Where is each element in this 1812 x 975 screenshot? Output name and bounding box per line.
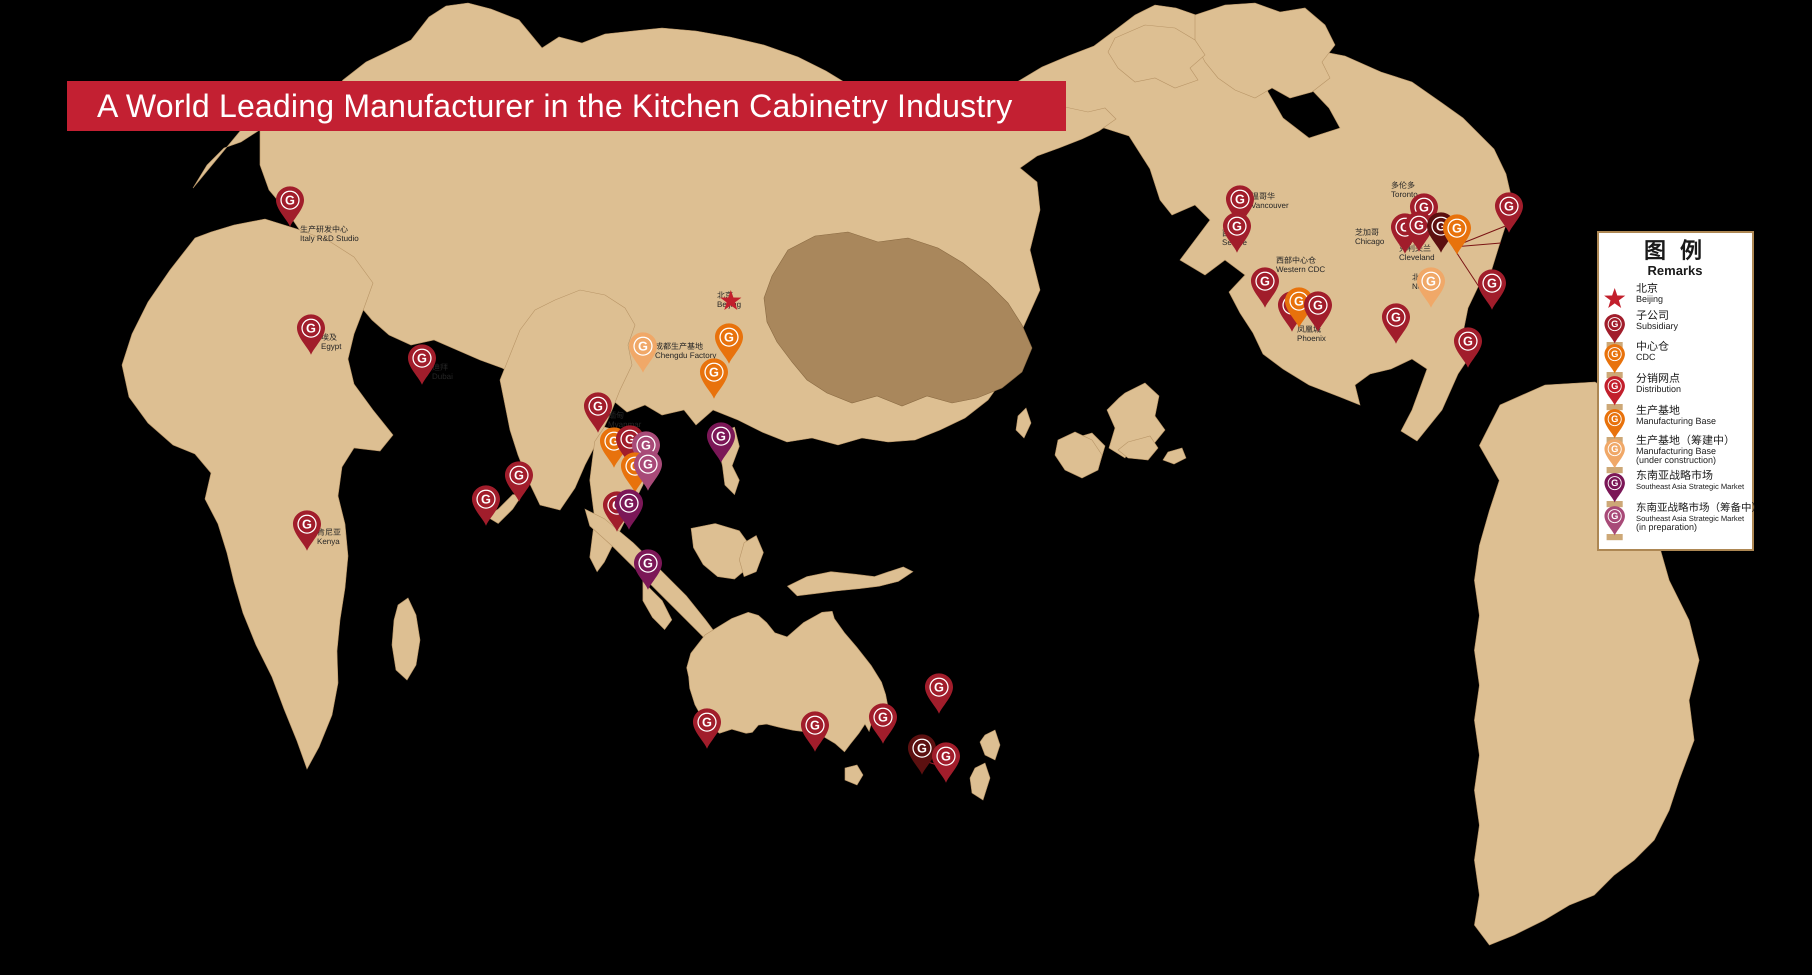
svg-text:(under construction): (under construction) xyxy=(1636,455,1716,465)
svg-text:G: G xyxy=(1611,319,1618,330)
svg-text:G: G xyxy=(1414,218,1424,232)
svg-text:Distribution: Distribution xyxy=(1636,384,1681,394)
svg-text:G: G xyxy=(1611,478,1618,489)
svg-text:G: G xyxy=(1463,334,1473,348)
svg-text:G: G xyxy=(643,556,653,570)
svg-text:G: G xyxy=(417,351,427,365)
svg-text:G: G xyxy=(306,321,316,335)
svg-text:G: G xyxy=(1391,310,1401,324)
svg-text:G: G xyxy=(702,715,712,729)
svg-text:成都生产基地: 成都生产基地 xyxy=(655,342,703,351)
svg-text:Chengdu Factory: Chengdu Factory xyxy=(655,351,716,360)
svg-text:G: G xyxy=(643,457,653,471)
svg-text:东南亚战略市场（筹备中）: 东南亚战略市场（筹备中） xyxy=(1636,502,1762,514)
svg-text:G: G xyxy=(917,741,927,755)
svg-text:G: G xyxy=(934,680,944,694)
svg-text:G: G xyxy=(1294,294,1304,308)
svg-text:生产研发中心: 生产研发中心 xyxy=(300,225,348,234)
svg-text:G: G xyxy=(1452,221,1462,235)
svg-text:Manufacturing Base: Manufacturing Base xyxy=(1636,416,1716,426)
svg-text:G: G xyxy=(1232,219,1242,233)
svg-text:G: G xyxy=(878,710,888,724)
svg-text:G: G xyxy=(1611,511,1618,522)
svg-text:G: G xyxy=(941,749,951,763)
svg-text:Beijing: Beijing xyxy=(1636,294,1663,304)
svg-text:Dubai: Dubai xyxy=(432,372,453,381)
svg-text:Cleveland: Cleveland xyxy=(1399,253,1435,262)
svg-text:G: G xyxy=(1487,276,1497,290)
svg-text:G: G xyxy=(1611,349,1618,360)
svg-text:CDC: CDC xyxy=(1636,352,1656,362)
svg-text:东南亚战略市场: 东南亚战略市场 xyxy=(1636,469,1713,482)
svg-text:Remarks: Remarks xyxy=(1648,263,1703,278)
svg-text:芝加哥: 芝加哥 xyxy=(1355,228,1379,237)
svg-text:图 例: 图 例 xyxy=(1644,238,1706,263)
svg-text:G: G xyxy=(1313,298,1323,312)
svg-text:G: G xyxy=(481,492,491,506)
svg-text:Phoenix: Phoenix xyxy=(1297,334,1326,343)
svg-text:Subsidiary: Subsidiary xyxy=(1636,321,1679,331)
svg-text:G: G xyxy=(709,365,719,379)
svg-text:Kenya: Kenya xyxy=(317,537,340,546)
svg-text:西部中心仓: 西部中心仓 xyxy=(1276,256,1316,265)
svg-text:Vancouver: Vancouver xyxy=(1251,201,1289,210)
svg-text:G: G xyxy=(1235,192,1245,206)
svg-text:Southeast Asia Strategic Marke: Southeast Asia Strategic Market xyxy=(1636,482,1745,491)
svg-text:G: G xyxy=(1611,381,1618,392)
svg-text:Western CDC: Western CDC xyxy=(1276,265,1325,274)
svg-text:G: G xyxy=(638,339,648,353)
svg-text:G: G xyxy=(716,429,726,443)
svg-text:G: G xyxy=(514,468,524,482)
svg-text:(in preparation): (in preparation) xyxy=(1636,522,1697,532)
svg-text:Italy R&D Studio: Italy R&D Studio xyxy=(300,234,359,243)
svg-text:G: G xyxy=(810,718,820,732)
svg-text:G: G xyxy=(1611,444,1618,455)
svg-text:G: G xyxy=(624,496,634,510)
svg-text:G: G xyxy=(285,193,295,207)
svg-text:G: G xyxy=(724,330,734,344)
svg-text:G: G xyxy=(1260,274,1270,288)
svg-text:肯尼亚: 肯尼亚 xyxy=(317,528,341,537)
svg-text:G: G xyxy=(1611,414,1618,425)
svg-text:温哥华: 温哥华 xyxy=(1251,192,1275,201)
svg-text:G: G xyxy=(302,517,312,531)
svg-text:多伦多: 多伦多 xyxy=(1391,181,1415,190)
svg-text:Chicago: Chicago xyxy=(1355,237,1385,246)
svg-text:Egypt: Egypt xyxy=(321,342,342,351)
svg-text:G: G xyxy=(1426,274,1436,288)
svg-text:G: G xyxy=(593,399,603,413)
svg-text:G: G xyxy=(1504,199,1514,213)
